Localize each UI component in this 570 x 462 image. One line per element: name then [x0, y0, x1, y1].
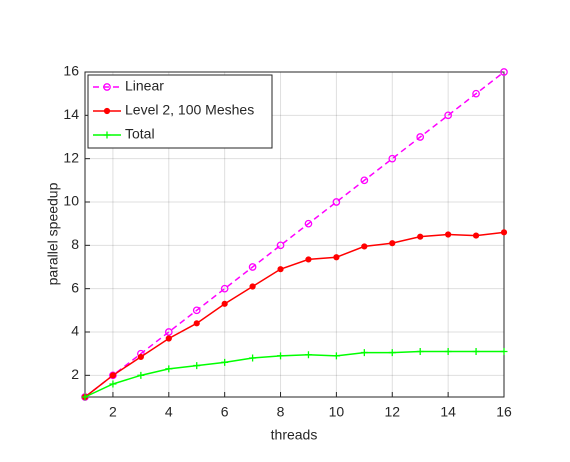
marker	[277, 352, 285, 360]
marker	[103, 83, 111, 91]
series-line	[84, 231, 505, 398]
x-tick-label: 10	[329, 404, 345, 420]
y-tick-label: 8	[71, 236, 79, 252]
marker	[304, 351, 312, 359]
legend-label: Linear	[125, 78, 164, 94]
marker	[361, 243, 368, 250]
y-tick-label: 12	[63, 149, 79, 165]
marker	[248, 263, 257, 271]
marker	[221, 300, 228, 307]
marker	[164, 328, 173, 336]
x-tick-label: 14	[440, 404, 456, 420]
marker	[416, 348, 424, 355]
y-tick-label: 6	[71, 279, 79, 295]
x-tick-label: 6	[221, 404, 229, 420]
marker	[444, 348, 452, 355]
marker	[137, 353, 144, 361]
marker	[500, 229, 508, 236]
marker	[332, 198, 341, 206]
x-tick-label: 4	[165, 404, 173, 420]
marker	[472, 232, 480, 239]
x-tick-label: 2	[109, 404, 117, 420]
series-line	[84, 350, 504, 398]
marker	[192, 306, 201, 315]
marker	[305, 256, 312, 263]
marker	[332, 352, 340, 360]
marker	[109, 371, 117, 380]
marker	[193, 320, 200, 327]
marker	[221, 358, 229, 366]
marker	[472, 348, 480, 355]
marker	[445, 231, 452, 238]
marker	[360, 349, 368, 357]
marker	[81, 393, 89, 401]
marker	[249, 283, 256, 290]
marker	[193, 362, 201, 370]
y-tick-label: 4	[71, 323, 79, 339]
marker	[137, 371, 145, 379]
marker	[277, 266, 284, 273]
y-axis-label: parallel speedup	[45, 182, 61, 285]
marker	[165, 335, 172, 342]
marker	[416, 133, 425, 141]
marker	[417, 233, 424, 240]
marker	[333, 254, 340, 261]
marker	[220, 284, 229, 293]
marker	[500, 348, 508, 355]
marker	[276, 241, 285, 250]
marker	[304, 219, 313, 228]
y-tick-label: 2	[71, 366, 79, 382]
x-tick-label: 12	[384, 404, 400, 420]
x-axis-label: threads	[271, 427, 318, 443]
marker	[249, 354, 257, 362]
marker	[103, 131, 111, 139]
marker	[388, 154, 397, 163]
legend-label: Total	[125, 126, 155, 142]
marker	[500, 68, 508, 76]
marker	[103, 107, 111, 115]
marker	[109, 372, 117, 379]
legend-label: Level 2, 100 Meshes	[125, 102, 254, 118]
y-tick-label: 10	[63, 193, 79, 209]
x-tick-label: 16	[496, 404, 512, 420]
marker	[360, 176, 369, 185]
marker	[388, 349, 396, 357]
y-tick-label: 16	[63, 63, 79, 79]
marker	[109, 380, 117, 388]
marker	[444, 111, 452, 120]
marker	[389, 240, 396, 247]
series-line	[84, 71, 505, 398]
marker	[472, 89, 480, 98]
y-tick-label: 14	[63, 106, 79, 122]
x-tick-label: 8	[277, 404, 285, 420]
marker	[165, 365, 173, 373]
